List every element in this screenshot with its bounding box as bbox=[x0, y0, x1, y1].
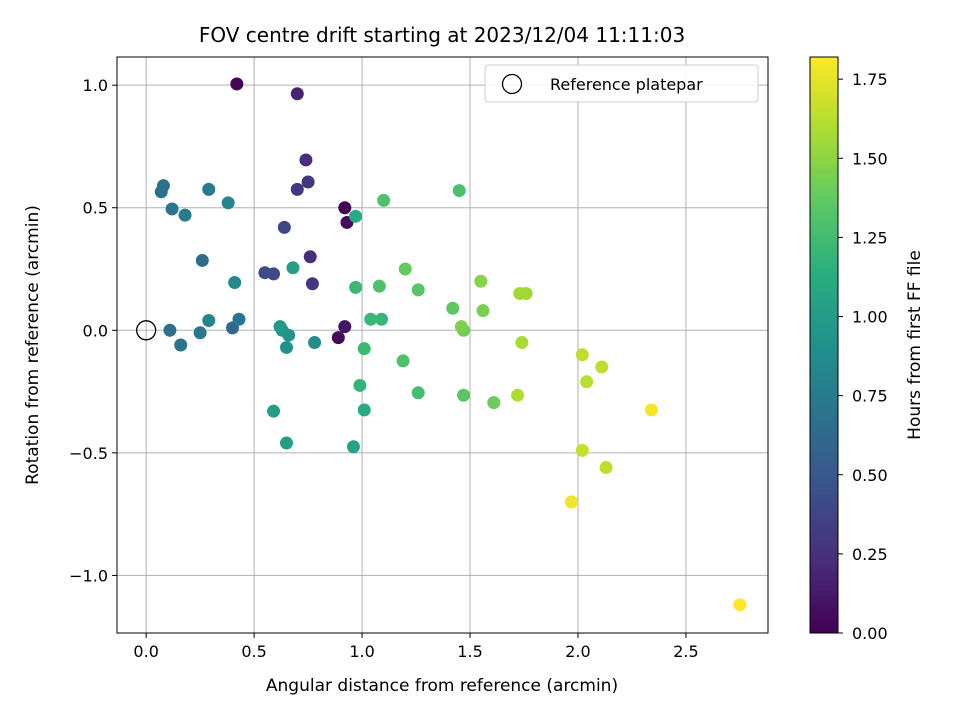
y-tick-label: 1.0 bbox=[83, 76, 108, 95]
data-point bbox=[599, 461, 613, 475]
legend-reference-marker bbox=[501, 73, 523, 95]
x-tick-label: 1.5 bbox=[457, 642, 482, 661]
x-axis-label: Angular distance from reference (arcmin) bbox=[266, 676, 618, 696]
y-tick-label: 0.5 bbox=[83, 199, 108, 218]
data-point bbox=[303, 250, 317, 264]
data-point bbox=[228, 275, 242, 289]
x-tick-label: 2.0 bbox=[565, 642, 590, 661]
data-point bbox=[230, 77, 244, 91]
data-point bbox=[357, 403, 371, 417]
data-point bbox=[232, 312, 246, 326]
colorbar-tick-label: 0.75 bbox=[852, 387, 888, 406]
data-point bbox=[474, 274, 488, 288]
data-point bbox=[372, 279, 386, 293]
grid bbox=[117, 57, 768, 633]
data-point bbox=[398, 262, 412, 276]
data-point bbox=[487, 396, 501, 410]
plot-frame bbox=[116, 56, 769, 634]
colorbar-tick-label: 1.50 bbox=[852, 149, 888, 168]
data-point bbox=[299, 153, 313, 167]
x-tick-label: 0.5 bbox=[241, 642, 266, 661]
y-axis-label: Rotation from reference (arcmin) bbox=[23, 205, 43, 485]
colorbar-tick-label: 0.25 bbox=[852, 545, 888, 564]
data-point bbox=[349, 280, 363, 294]
data-point bbox=[331, 331, 345, 345]
data-point bbox=[519, 287, 533, 301]
data-point bbox=[301, 175, 315, 189]
x-tick-label: 0.0 bbox=[133, 642, 158, 661]
data-point bbox=[575, 443, 589, 457]
data-point bbox=[454, 320, 468, 334]
data-point bbox=[580, 375, 594, 389]
data-point bbox=[457, 388, 471, 402]
data-point bbox=[174, 338, 188, 352]
data-point bbox=[476, 304, 490, 318]
colorbar-tick-label: 1.00 bbox=[852, 308, 888, 327]
y-tick-label: 0.0 bbox=[83, 321, 108, 340]
data-point bbox=[375, 312, 389, 326]
data-point bbox=[202, 182, 216, 196]
data-point bbox=[273, 320, 287, 334]
legend: Reference platepar bbox=[484, 64, 759, 103]
data-point bbox=[411, 386, 425, 400]
colorbar-tick-label: 0.50 bbox=[852, 466, 888, 485]
colorbar-tick-label: 0.00 bbox=[852, 624, 888, 643]
data-point bbox=[221, 196, 235, 210]
reference-platepar-marker bbox=[135, 320, 157, 341]
colorbar-tick-label: 1.75 bbox=[852, 70, 888, 89]
data-point bbox=[396, 354, 410, 368]
data-point bbox=[452, 184, 466, 198]
data-point bbox=[575, 348, 589, 362]
x-tick-label: 2.5 bbox=[673, 642, 698, 661]
data-point bbox=[279, 340, 293, 354]
data-point bbox=[515, 336, 529, 350]
data-point bbox=[733, 598, 747, 612]
data-point bbox=[308, 336, 322, 350]
data-point bbox=[364, 312, 378, 326]
data-point bbox=[377, 193, 391, 207]
chart-title: FOV centre drift starting at 2023/12/04 … bbox=[199, 23, 685, 47]
x-tick-label: 1.0 bbox=[349, 642, 374, 661]
y-axis-ticks: −1.0 −0.5 0.0 0.5 1.0 bbox=[69, 76, 117, 585]
data-point bbox=[353, 378, 367, 392]
colorbar-label: Hours from first FF file bbox=[905, 250, 925, 440]
legend-entry-reference: Reference platepar bbox=[550, 75, 703, 94]
data-point bbox=[163, 323, 177, 337]
data-point bbox=[193, 326, 207, 340]
data-point bbox=[258, 266, 272, 280]
data-point bbox=[357, 342, 371, 356]
data-point bbox=[156, 179, 170, 193]
colorbar-ticks: 0.00 0.25 0.50 0.75 1.00 1.25 1.50 1.75 bbox=[838, 70, 888, 643]
data-point bbox=[511, 388, 525, 402]
data-point bbox=[338, 201, 352, 215]
data-point bbox=[202, 313, 216, 327]
data-point bbox=[165, 202, 179, 216]
data-point bbox=[346, 440, 360, 454]
data-point bbox=[411, 283, 425, 297]
data-point bbox=[290, 87, 304, 101]
legend-box bbox=[484, 64, 759, 103]
data-point bbox=[178, 208, 192, 222]
data-point bbox=[195, 253, 209, 267]
data-point bbox=[644, 403, 658, 417]
data-points bbox=[135, 77, 747, 612]
x-axis-ticks: 0.0 0.5 1.0 1.5 2.0 2.5 bbox=[133, 633, 699, 661]
colorbar-gradient bbox=[809, 56, 839, 634]
data-point bbox=[305, 277, 319, 291]
data-point bbox=[565, 495, 579, 509]
data-point bbox=[349, 209, 363, 223]
data-point bbox=[277, 220, 291, 234]
data-point bbox=[290, 182, 304, 196]
data-point bbox=[286, 261, 300, 275]
colorbar-tick-label: 1.25 bbox=[852, 228, 888, 247]
y-tick-label: −0.5 bbox=[69, 444, 108, 463]
data-point bbox=[279, 436, 293, 450]
data-point bbox=[267, 404, 281, 418]
data-point bbox=[446, 301, 460, 315]
y-tick-label: −1.0 bbox=[69, 566, 108, 585]
data-point bbox=[338, 320, 352, 334]
data-point bbox=[595, 360, 609, 374]
colorbar: 0.00 0.25 0.50 0.75 1.00 1.25 1.50 1.75 Hours f… bbox=[809, 56, 925, 643]
